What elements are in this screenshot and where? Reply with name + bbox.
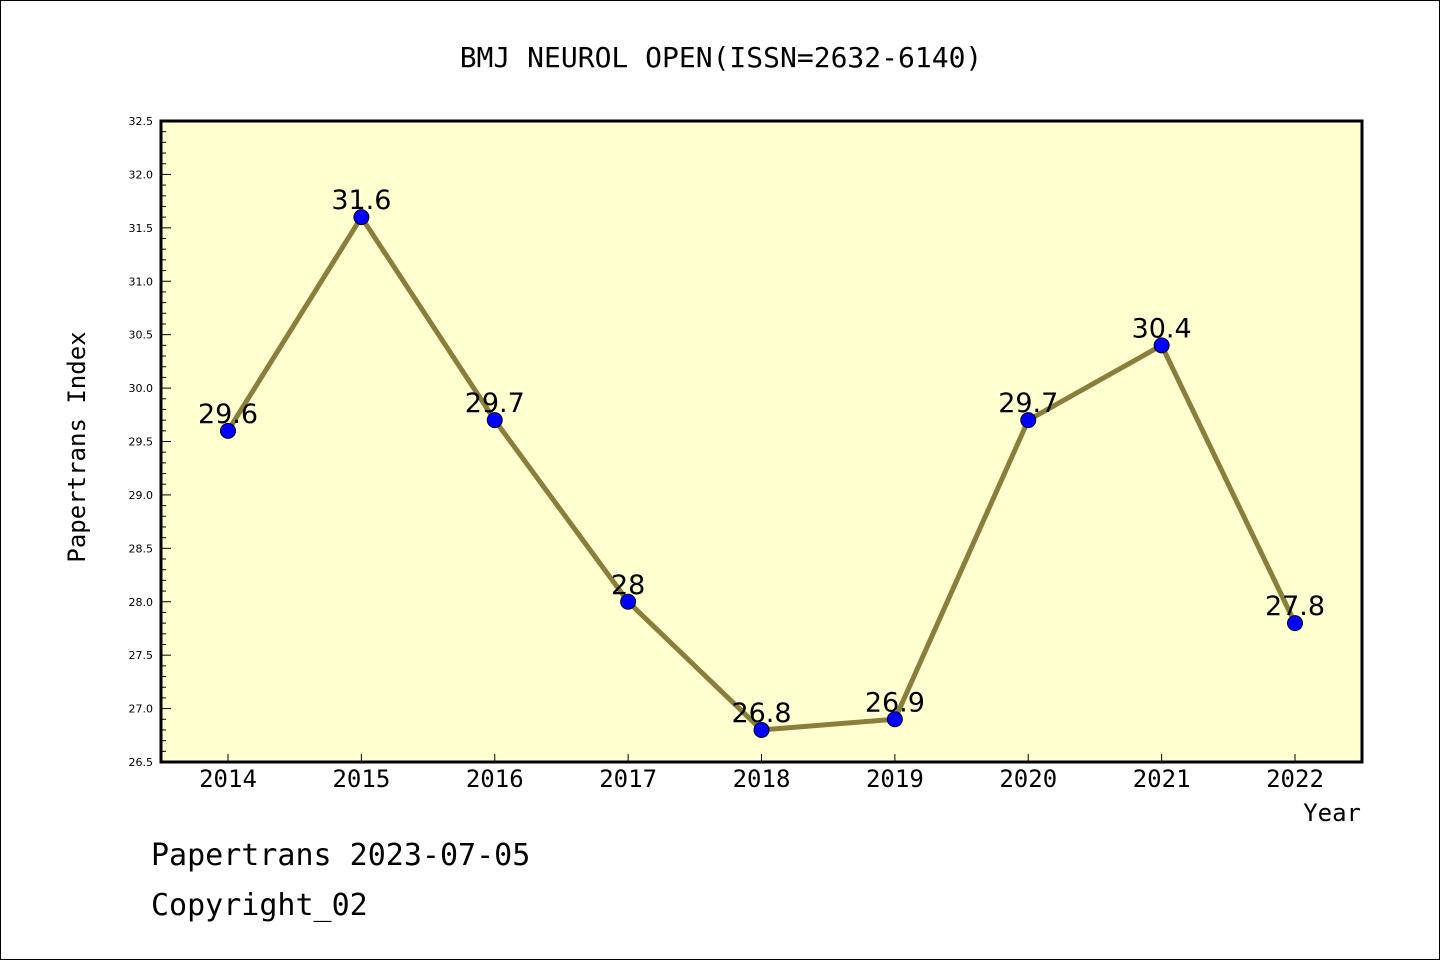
x-axis: 2014 2015 2016 2017 2018 2019 2020 2021 2022 (199, 754, 1324, 793)
x-tick-label: 2020 (999, 765, 1057, 793)
y-tick-label: 28.5 (129, 542, 154, 555)
y-tick-label: 30.0 (129, 382, 154, 395)
y-tick-label: 29.0 (129, 489, 154, 502)
data-point (220, 422, 236, 439)
y-tick-label: 27.0 (129, 703, 154, 716)
chart-title: BMJ NEUROL OPEN(ISSN=2632-6140) (460, 41, 983, 74)
data-point (353, 209, 370, 226)
y-tick-label: 26.5 (129, 756, 154, 769)
data-point (753, 721, 770, 738)
x-tick-label: 2019 (866, 765, 924, 793)
plot-area (159, 119, 1364, 764)
data-point (1153, 337, 1170, 354)
y-tick-label: 32.0 (129, 168, 154, 181)
data-points (220, 209, 1303, 738)
y-axis-label: Papertrans Index (63, 331, 91, 562)
footer-copyright: Copyright_02 (151, 888, 368, 923)
x-tick-label: 2018 (733, 765, 791, 793)
x-tick-label: 2014 (199, 765, 257, 793)
data-label: 27.8 (1265, 591, 1325, 622)
data-point (1287, 615, 1303, 632)
data-label: 29.7 (998, 388, 1058, 419)
y-tick-label: 30.5 (129, 329, 154, 342)
x-tick-label: 2015 (332, 765, 390, 793)
data-point (1020, 412, 1037, 429)
data-label: 31.6 (331, 185, 391, 216)
data-label: 28 (611, 570, 645, 601)
x-tick-label: 2022 (1266, 765, 1324, 793)
data-label: 30.4 (1132, 313, 1192, 344)
y-axis: 26.5 27.0 27.5 28.0 28.5 29.0 29.5 30.0 30.5 31.0… (129, 115, 171, 769)
y-tick-label: 28.0 (129, 596, 154, 609)
footer-date: Papertrans 2023-07-05 (151, 838, 530, 873)
data-point (886, 711, 903, 728)
x-tick-label: 2017 (599, 765, 657, 793)
data-label: 29.6 (198, 399, 258, 430)
data-point (620, 593, 637, 610)
x-tick-label: 2021 (1133, 765, 1191, 793)
data-point (486, 412, 503, 429)
x-tick-label: 2016 (466, 765, 524, 793)
y-tick-label: 27.5 (129, 649, 154, 662)
data-label: 26.9 (865, 687, 925, 718)
y-tick-label: 29.5 (129, 436, 154, 449)
data-label: 26.8 (731, 698, 791, 729)
data-label: 29.7 (465, 388, 525, 419)
y-tick-label: 32.5 (129, 115, 154, 128)
y-tick-label: 31.5 (129, 222, 154, 235)
x-axis-label: Year (1303, 799, 1361, 827)
y-tick-label: 31.0 (129, 275, 154, 288)
data-labels: 29.6 31.6 29.7 28 26.8 26.9 29.7 30.4 27.8 (198, 185, 1325, 729)
